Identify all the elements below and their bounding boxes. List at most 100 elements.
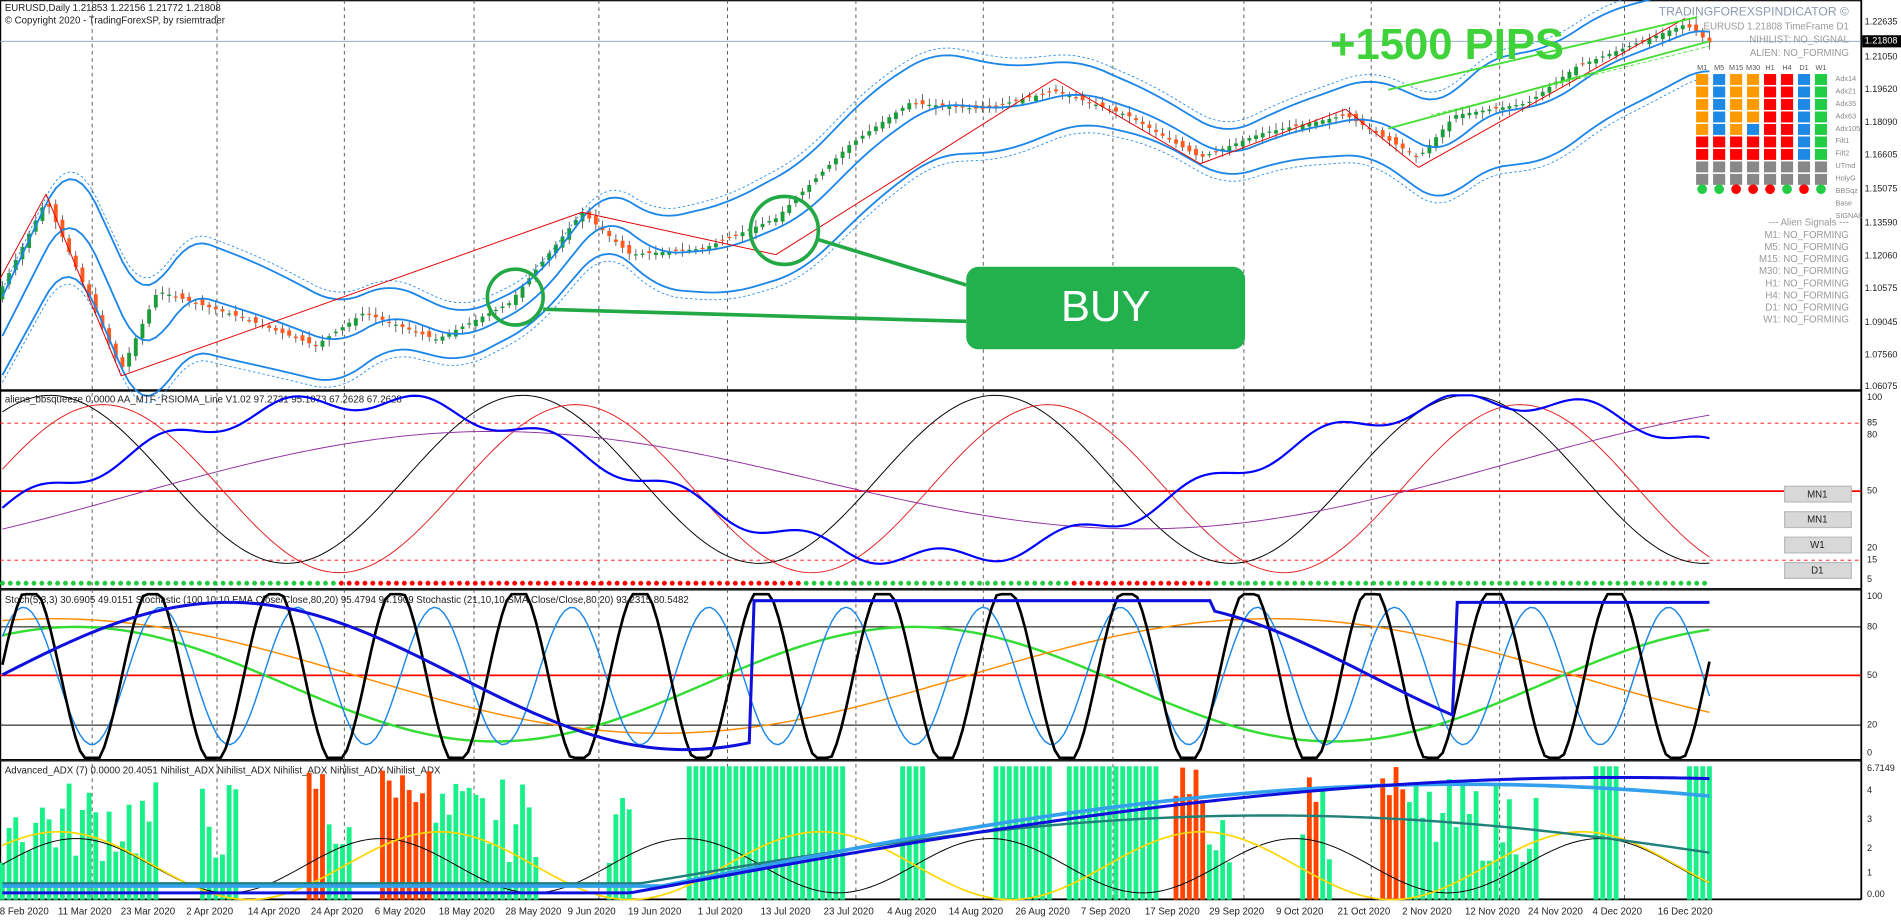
adx-bar [686, 766, 692, 900]
candle [1700, 31, 1705, 38]
candle [773, 218, 778, 223]
squeeze-dot [1694, 580, 1700, 586]
candle [733, 234, 738, 236]
candle [1387, 136, 1392, 141]
squeeze-dot [1473, 580, 1479, 586]
axis-label: 3 [1867, 814, 1872, 824]
candle [1147, 124, 1152, 128]
squeeze-dot [1410, 580, 1416, 586]
candle [120, 357, 125, 368]
candle [653, 252, 658, 255]
candle [1087, 102, 1092, 104]
adx-bar [1133, 766, 1139, 900]
squeeze-dot [1465, 580, 1471, 586]
matrix-cell [1696, 111, 1709, 123]
candle [1160, 133, 1165, 136]
matrix-cell [1713, 86, 1726, 98]
squeeze-dot [401, 580, 407, 586]
candle [87, 284, 92, 298]
squeeze-dot [252, 580, 258, 586]
candle [954, 105, 958, 108]
adx-bar [1006, 766, 1012, 900]
squeeze-dot [1339, 580, 1345, 586]
adx-black [2, 838, 1710, 894]
squeeze-dot [1442, 580, 1447, 586]
matrix-cell [1730, 86, 1743, 98]
adx-bar [1486, 860, 1492, 900]
candle [107, 328, 112, 343]
matrix-dot [1731, 184, 1741, 195]
adx-bar [1173, 795, 1179, 900]
candle [800, 191, 805, 196]
matrix-cell [1797, 86, 1811, 98]
matrix-cell [1814, 99, 1828, 110]
squeeze-dot [535, 580, 541, 586]
candle [213, 306, 218, 310]
squeeze-dot [133, 580, 139, 586]
squeeze-dot [126, 580, 131, 586]
matrix-cell [1747, 148, 1760, 160]
candle [633, 254, 638, 256]
squeeze-dot [1103, 580, 1109, 586]
squeeze-dot [1142, 580, 1148, 586]
candle [613, 239, 618, 242]
adx-bar [1093, 766, 1099, 900]
squeeze-dot [1386, 580, 1392, 586]
candle [1027, 95, 1032, 98]
candle [1420, 152, 1425, 154]
candle [1194, 148, 1198, 156]
trend-line [0, 193, 47, 280]
adx-bar [606, 862, 612, 900]
squeeze-dot [1670, 580, 1676, 586]
candle [820, 171, 825, 176]
date-label: 14 Aug 2020 [949, 906, 1004, 917]
matrix-row: SIGNAL [1836, 211, 1863, 220]
date-label: 8 Feb 2020 [0, 906, 49, 917]
candle [493, 309, 498, 312]
candle [880, 121, 885, 129]
squeeze-dot [425, 580, 431, 586]
panel-label: Advanced_ADX (7) 0.0000 20.4051 Nihilist… [5, 766, 441, 777]
adx-bar [340, 844, 345, 900]
alien-line: M5: NO_FORMING [1764, 242, 1849, 253]
adx-light [2, 782, 1710, 888]
candle [1620, 48, 1625, 52]
squeeze-dot [803, 580, 809, 586]
candle [1694, 24, 1699, 33]
axis-label: 0.00 [1867, 889, 1885, 899]
current-price-box [1862, 35, 1901, 48]
adx-bar [320, 774, 325, 900]
adx-bar [773, 766, 779, 900]
adx-bar [726, 766, 732, 900]
candle [1654, 35, 1659, 39]
squeeze-dot [220, 580, 226, 586]
candle [147, 309, 152, 324]
matrix-cell [1764, 123, 1777, 135]
squeeze-dot [614, 580, 620, 586]
candle [987, 105, 992, 108]
pips-label: +1500 PIPS [1330, 20, 1564, 69]
adx-bar [120, 841, 125, 900]
squeeze-dot [1158, 580, 1164, 586]
trend-line [581, 211, 777, 256]
adx-bar [1100, 766, 1106, 900]
squeeze-dot [1024, 580, 1030, 586]
axis-label: 1 [1867, 867, 1872, 877]
candle [1394, 137, 1398, 145]
adx-bar [1386, 795, 1392, 900]
squeeze-dot [559, 580, 565, 586]
squeeze-dot [1182, 580, 1187, 586]
squeeze-dot [756, 580, 762, 586]
adx-bar [20, 842, 25, 900]
squeeze-dot [1513, 580, 1518, 586]
candle [367, 313, 372, 315]
candle [1180, 140, 1185, 148]
squeeze-dot [1371, 580, 1377, 586]
squeeze-dot [1591, 580, 1597, 586]
squeeze-dot [906, 580, 912, 586]
adx-bar [1213, 850, 1219, 900]
candle [1527, 101, 1532, 103]
squeeze-dot [1008, 580, 1014, 586]
squeeze-dot [1623, 580, 1629, 586]
